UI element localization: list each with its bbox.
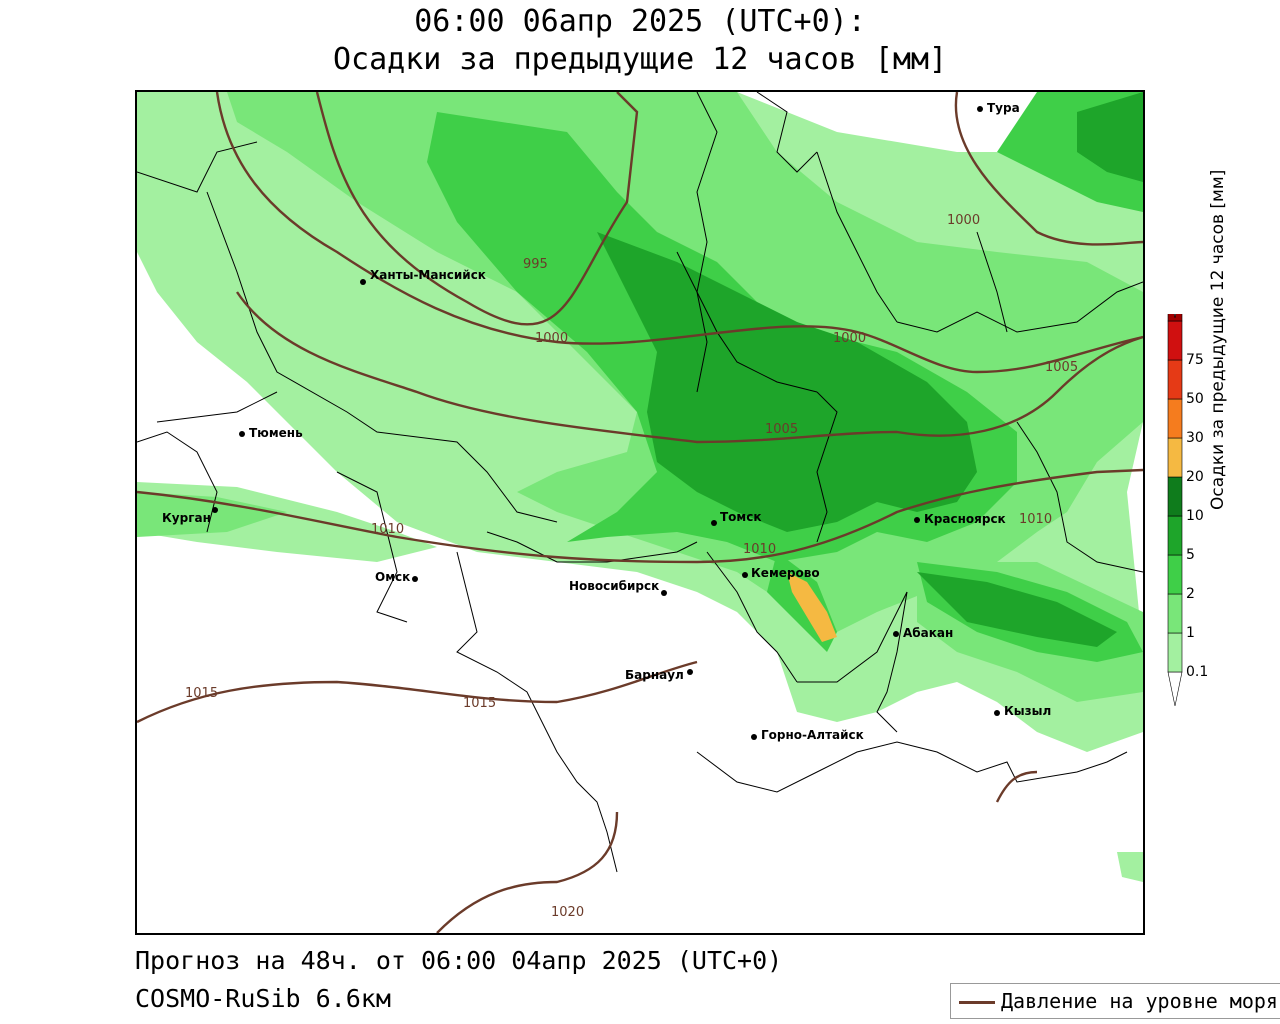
colorbar-tick-label: 30	[1186, 430, 1204, 446]
city-label-omsk: Омск	[375, 570, 410, 584]
city-dot	[994, 710, 1000, 716]
city-dot	[212, 507, 218, 513]
map-subtitle: Осадки за предыдущие 12 часов [мм]	[332, 42, 948, 77]
colorbar-tick-label: 5	[1186, 547, 1195, 563]
city-labels: Тура Ханты-Мансийск Тюмень Курган Омск Н…	[162, 101, 1051, 742]
city-markers	[212, 106, 1000, 740]
colorbar-segment	[1167, 437, 1183, 478]
model-name: COSMO-RuSib 6.6км	[135, 984, 391, 1013]
colorbar-tick-label: 20	[1186, 469, 1204, 485]
city-dot	[914, 517, 920, 523]
isobar-label: 1020	[551, 905, 584, 920]
city-label-abakan: Абакан	[903, 626, 953, 640]
colorbar-segment	[1167, 476, 1183, 517]
precip-extreme	[787, 572, 837, 642]
pressure-legend: Давление на уровне моря	[950, 983, 1280, 1019]
colorbar-title: Осадки за предыдущие 12 часов [мм]	[1208, 169, 1228, 510]
colorbar-tick-label: 10	[1186, 508, 1204, 524]
colorbar-tick-label: 75	[1186, 352, 1204, 368]
precipitation-map: 995 1000 1000 1000 1005 1005 1010 1010 1…	[135, 90, 1145, 935]
city-label-kurgan: Курган	[162, 511, 211, 525]
city-label-khanty-mansiysk: Ханты-Мансийск	[370, 268, 486, 282]
city-label-tyumen: Тюмень	[249, 426, 303, 440]
isobar-label: 1010	[743, 542, 776, 557]
city-dot	[661, 590, 667, 596]
city-label-krasnoyarsk: Красноярск	[924, 512, 1006, 526]
region-borders	[137, 92, 1143, 873]
colorbar-segment	[1167, 359, 1183, 400]
isobars	[137, 92, 1143, 933]
precipitation-colorbar: 0.1 1 2 5 10 20 30 50 75	[1160, 314, 1280, 714]
city-label-kyzyl: Кызыл	[1004, 704, 1051, 718]
city-label-novosibirsk: Новосибирск	[569, 579, 659, 593]
colorbar-tick-label: 50	[1186, 391, 1204, 407]
colorbar-segment	[1167, 398, 1183, 439]
isobar-label: 1000	[833, 331, 866, 346]
pressure-legend-line	[959, 1001, 995, 1004]
city-dot	[711, 520, 717, 526]
city-dot	[893, 631, 899, 637]
colorbar-segment	[1167, 632, 1183, 673]
isobar-labels: 995 1000 1000 1000 1005 1005 1010 1010 1…	[185, 213, 1078, 920]
city-dot	[360, 279, 366, 285]
city-dot	[742, 572, 748, 578]
isobar-label: 1015	[463, 696, 496, 711]
colorbar-tick-label: 1	[1186, 625, 1195, 641]
city-dot	[412, 576, 418, 582]
colorbar-segment	[1167, 515, 1183, 556]
map-title: 06:00 06апр 2025 (UTC+0):	[414, 4, 866, 39]
city-label-gorno-altaysk: Горно-Алтайск	[761, 728, 864, 742]
isobar-label: 1005	[1045, 360, 1078, 375]
city-label-tomsk: Томск	[720, 510, 762, 524]
isobar-label: 1010	[371, 522, 404, 537]
city-dot	[687, 669, 693, 675]
colorbar-tick-label: 2	[1186, 586, 1195, 602]
colorbar-segment	[1167, 320, 1183, 361]
colorbar-segment	[1167, 593, 1183, 634]
precip-very-heavy	[597, 92, 1143, 647]
city-dot	[751, 734, 757, 740]
forecast-info: Прогноз на 48ч. от 06:00 04апр 2025 (UTC…	[135, 946, 783, 975]
colorbar-segment	[1167, 671, 1183, 707]
isobar-label: 1000	[947, 213, 980, 228]
city-label-kemerovo: Кемерово	[751, 566, 820, 580]
city-label-tura: Тура	[987, 101, 1020, 115]
colorbar-tick-label: 0.1	[1186, 664, 1209, 680]
isobar-label: 995	[523, 257, 548, 272]
city-dot	[239, 431, 245, 437]
city-dot	[977, 106, 983, 112]
isobar-label: 1005	[765, 422, 798, 437]
isobar-label: 1000	[535, 331, 568, 346]
city-label-barnaul: Барнаул	[625, 668, 684, 682]
isobar-label: 1010	[1019, 512, 1052, 527]
colorbar-segment	[1167, 554, 1183, 595]
colorbar-segment	[1173, 314, 1177, 319]
isobar-label: 1015	[185, 686, 218, 701]
pressure-legend-label: Давление на уровне моря	[1001, 989, 1278, 1013]
